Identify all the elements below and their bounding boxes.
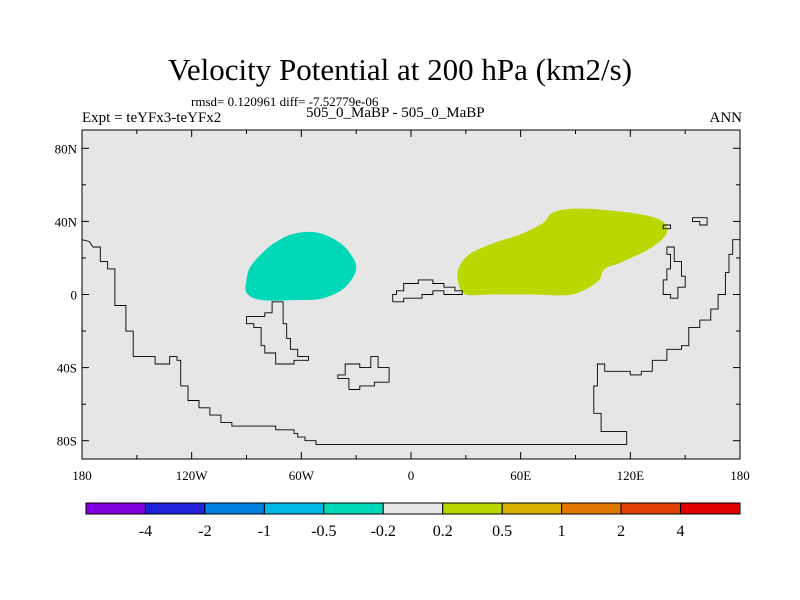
colorbar-label: 1 xyxy=(558,523,566,540)
colorbar-box xyxy=(620,502,682,515)
colorbar-label: -2 xyxy=(198,523,211,540)
colorbar-box xyxy=(382,502,444,515)
colorbar-label: -1 xyxy=(258,523,271,540)
colorbar-box xyxy=(561,502,622,515)
x-tick-label: 60E xyxy=(510,468,531,483)
rmsd-diff-stats: rmsd= 0.120961 diff= -7.52779e-06 xyxy=(191,94,379,109)
colorbar-label: -0.2 xyxy=(371,523,396,540)
colorbar-box xyxy=(501,502,563,515)
x-tick-label: 120W xyxy=(176,468,209,483)
experiment-label: Expt = teYFx3-teYFx2 xyxy=(82,110,222,126)
chart-title: Velocity Potential at 200 hPa (km2/s) xyxy=(167,52,633,87)
negative-anomaly-region xyxy=(245,231,357,301)
x-tick-label: 180 xyxy=(72,468,92,483)
colorbar-box xyxy=(442,502,503,515)
colorbar-label: 0.2 xyxy=(433,523,453,540)
x-tick-label: 120E xyxy=(617,468,645,483)
colorbar-box xyxy=(85,502,146,515)
colorbar-label: -4 xyxy=(139,523,152,540)
x-tick-label: 180 xyxy=(730,468,750,483)
season-label: ANN xyxy=(709,110,743,126)
y-tick-label: 40S xyxy=(57,361,77,376)
coastline-3 xyxy=(392,279,463,303)
y-tick-label: 40N xyxy=(55,214,78,229)
colorbar-box xyxy=(323,502,384,515)
colorbar-box xyxy=(680,502,741,515)
colorbar: -4 -2 -1 -0.5 -0.2 0.2 0.5 1 2 4 xyxy=(85,502,741,540)
map-background xyxy=(82,130,740,459)
y-tick-label: 0 xyxy=(71,288,78,303)
x-tick-label: 0 xyxy=(408,468,415,483)
y-tick-label: 80N xyxy=(55,141,78,156)
coastline-5 xyxy=(692,217,708,226)
positive-anomaly-region xyxy=(457,208,668,296)
colorbar-label: 2 xyxy=(617,523,625,540)
anomaly-regions xyxy=(245,208,668,301)
colorbar-box xyxy=(144,502,206,515)
coastline-2 xyxy=(337,356,390,390)
coastline-6 xyxy=(662,246,686,299)
colorbar-label: 4 xyxy=(677,523,685,540)
coastline-0 xyxy=(82,239,740,445)
colorbar-label: 0.5 xyxy=(492,523,512,540)
coastline-1 xyxy=(246,301,310,365)
colorbar-label: -0.5 xyxy=(311,523,336,540)
coastlines xyxy=(82,217,740,445)
case-comparison-label: 505_0_MaBP - 505_0_MaBP xyxy=(306,105,485,121)
axis-ticks: 180 120W 60W 0 60E 120E 180 80N 40N 0 40S 80S xyxy=(55,130,750,483)
y-tick-label: 80S xyxy=(57,434,77,449)
colorbar-box xyxy=(263,502,325,515)
colorbar-box xyxy=(204,502,265,515)
coastline-4 xyxy=(662,224,671,230)
x-tick-label: 60W xyxy=(289,468,315,483)
